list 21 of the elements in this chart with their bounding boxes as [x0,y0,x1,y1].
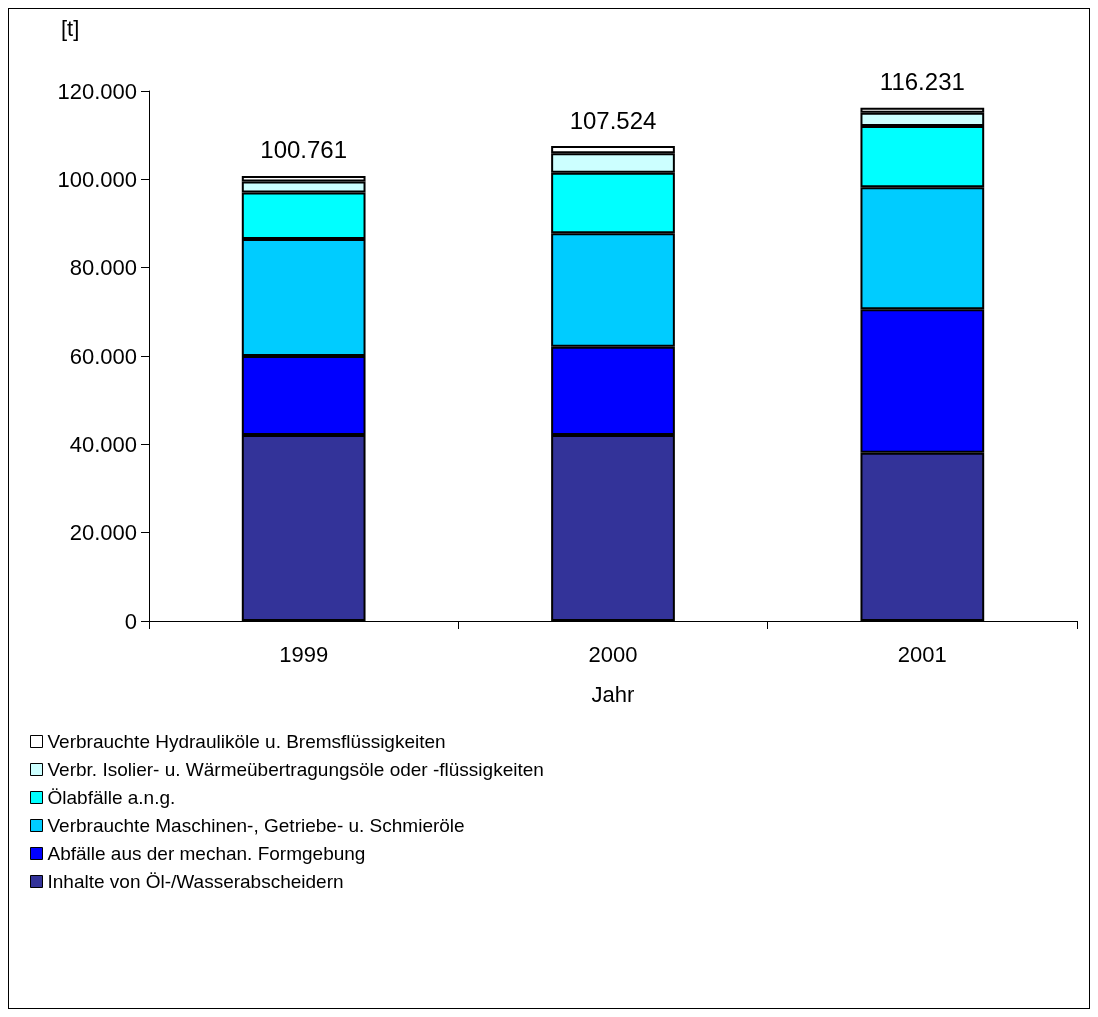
x-tick-label: 1999 [279,641,329,667]
y-tick-label: 40.000 [69,431,137,457]
x-tick-label: 2000 [588,641,638,667]
y-tick-label: 120.000 [57,78,137,104]
total-label: 116.231 [879,68,965,96]
y-tick-label: 20.000 [69,520,137,546]
total-label: 100.761 [260,136,348,164]
x-tick-label: 2001 [897,641,947,667]
y-tick-label: 60.000 [69,343,137,369]
y-tick-label: 100.000 [57,166,137,192]
x-axis-title: Jahr [591,681,635,707]
y-axis-title: [t] [61,15,80,41]
y-tick-label: 80.000 [69,255,137,281]
total-label: 107.524 [569,106,657,134]
legend-label: Inhalte von Öl-/Wasserabscheidern [47,871,344,892]
legend-label: Verbrauchte Hydrauliköle u. Bremsflüssigkeiten [47,731,446,752]
legend-label: Verbr. Isolier- u. Wärmeübertragungsöle oder -flüssigkeiten [47,759,544,780]
legend-label: Ölabfälle a.n.g. [47,787,176,808]
legend-label: Abfälle aus der mechan. Formgebung [47,843,366,864]
y-tick-label: 0 [124,608,137,634]
legend-label: Verbrauchte Maschinen-, Getriebe- u. Schmieröle [47,815,465,836]
